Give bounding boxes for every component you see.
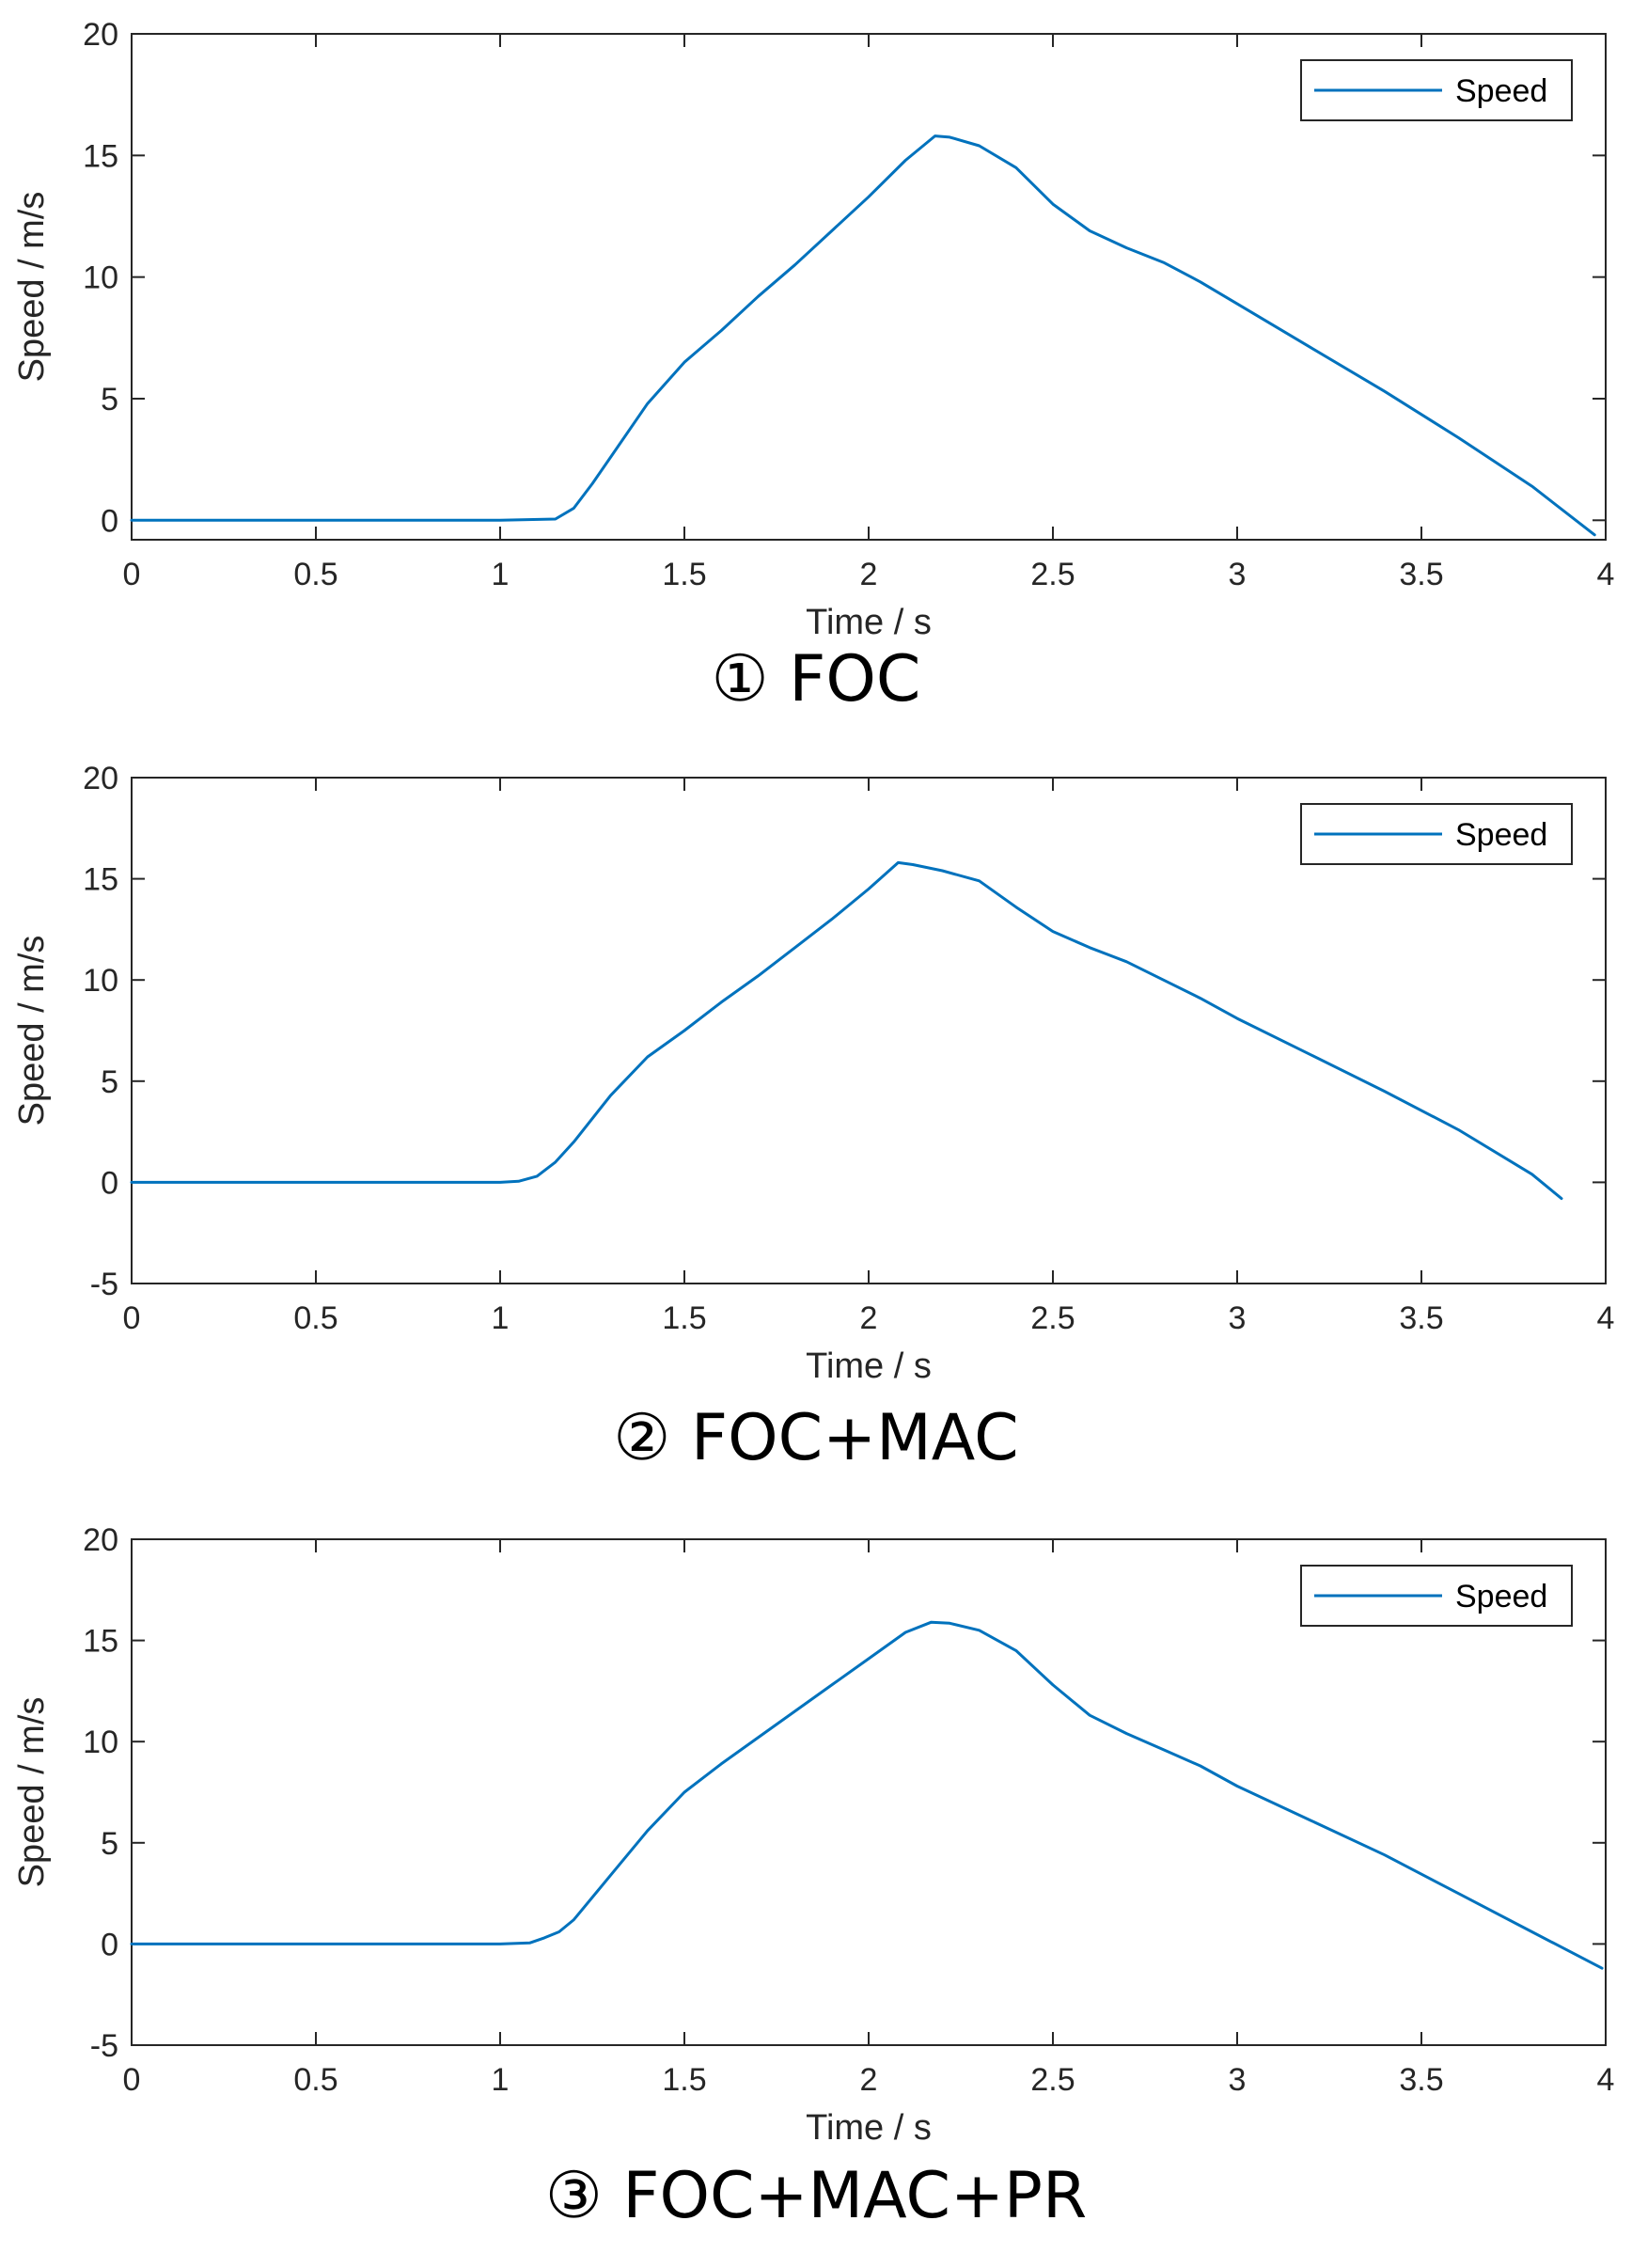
- chart-caption: ② FOC+MAC: [613, 1401, 1018, 1475]
- y-tick-label: 20: [83, 761, 118, 796]
- x-tick-label: 4: [1597, 1300, 1615, 1336]
- x-tick-label: 1.5: [662, 557, 706, 592]
- x-tick-label: 0.5: [293, 1300, 337, 1336]
- series-line-speed: [130, 860, 1563, 1201]
- x-tick-label: 2.5: [1030, 557, 1075, 592]
- x-tick-label: 2: [860, 557, 878, 592]
- x-tick-label: 0: [123, 557, 141, 592]
- legend-entry: Speed: [1455, 73, 1547, 109]
- y-tick-label: 10: [83, 260, 118, 296]
- x-tick-label: 3.5: [1399, 2062, 1443, 2098]
- x-tick-label: 1: [492, 1300, 510, 1336]
- x-axis-label: Time / s: [806, 2108, 932, 2148]
- chart-1: 0 0.5 1 1.5 2 2.5 3 3.5 4 0 5 10 15 20 Time / s Speed /…: [12, 17, 1614, 717]
- x-tick-label: 2: [860, 1300, 878, 1336]
- y-tick-label: 5: [101, 382, 118, 417]
- x-tick-label: 2: [860, 2062, 878, 2098]
- x-tick-label: 2.5: [1030, 2062, 1075, 2098]
- y-tick-label: 20: [83, 17, 118, 53]
- x-tick-label: 1.5: [662, 2062, 706, 2098]
- y-tick-label: -5: [90, 2028, 118, 2064]
- y-tick-label: 20: [83, 1522, 118, 1558]
- y-tick-label: 0: [101, 1927, 118, 1962]
- legend: Speed: [1300, 59, 1573, 121]
- x-tick-label: 0.5: [293, 557, 337, 592]
- legend-entry: Speed: [1455, 1579, 1547, 1614]
- x-tick-label: 2.5: [1030, 1300, 1075, 1336]
- legend-entry: Speed: [1455, 817, 1547, 853]
- legend: Speed: [1300, 803, 1573, 865]
- series-line-speed: [130, 1620, 1604, 1970]
- x-tick-label: 1.5: [662, 1300, 706, 1336]
- x-tick-label: 0: [123, 1300, 141, 1336]
- y-axis-label: Speed / m/s: [12, 936, 52, 1126]
- x-axis-label: Time / s: [806, 603, 932, 642]
- y-tick-label: 15: [83, 1624, 118, 1660]
- legend: Speed: [1300, 1565, 1573, 1627]
- series-line-speed: [130, 134, 1596, 537]
- x-tick-label: 1: [492, 2062, 510, 2098]
- y-tick-label: 5: [101, 1064, 118, 1100]
- y-tick-label: 10: [83, 963, 118, 999]
- x-tick-label: 3.5: [1399, 1300, 1443, 1336]
- x-tick-label: 3: [1229, 2062, 1247, 2098]
- y-axis-label: Speed / m/s: [12, 192, 52, 383]
- x-tick-label: 0: [123, 2062, 141, 2098]
- y-tick-label: 5: [101, 1826, 118, 1862]
- x-tick-label: 1: [492, 557, 510, 592]
- x-tick-label: 0.5: [293, 2062, 337, 2098]
- y-tick-label: -5: [90, 1267, 118, 1302]
- chart-caption: ① FOC: [712, 642, 921, 717]
- y-tick-label: 0: [101, 1165, 118, 1201]
- chart-caption: ③ FOC+MAC+PR: [545, 2159, 1087, 2233]
- x-tick-label: 3: [1229, 1300, 1247, 1336]
- x-tick-label: 4: [1597, 2062, 1615, 2098]
- y-tick-label: 0: [101, 503, 118, 539]
- x-axis-label: Time / s: [806, 1347, 932, 1386]
- y-tick-label: 15: [83, 862, 118, 898]
- x-tick-label: 3: [1229, 557, 1247, 592]
- x-tick-label: 4: [1597, 557, 1615, 592]
- y-tick-label: 15: [83, 138, 118, 174]
- y-tick-label: 10: [83, 1725, 118, 1760]
- x-tick-label: 3.5: [1399, 557, 1443, 592]
- y-axis-label: Speed / m/s: [12, 1697, 52, 1888]
